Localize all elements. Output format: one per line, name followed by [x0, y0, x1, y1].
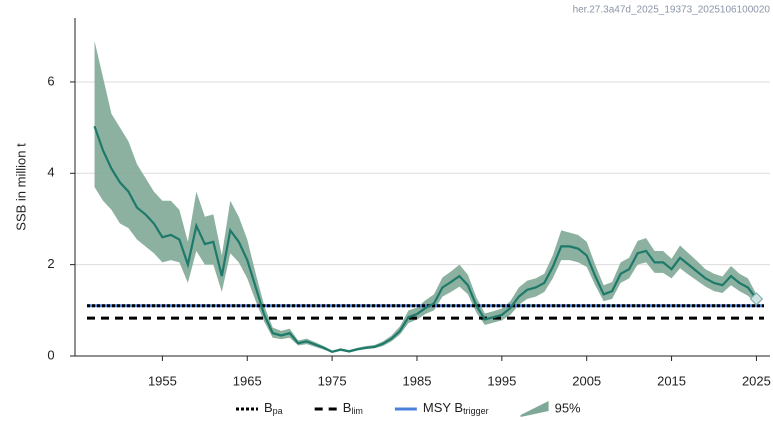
legend-label: MSY Btrigger [423, 400, 489, 416]
last-point [749, 292, 764, 306]
legend-label: Bpa [264, 400, 283, 416]
legend-label: Blim [343, 400, 363, 416]
x-tick-label: 1975 [318, 373, 347, 388]
x-tick-label: 1995 [487, 373, 516, 388]
legend-sub: lim [351, 406, 363, 416]
y-tick-label: 0 [47, 347, 54, 362]
x-tick-label: 2025 [742, 373, 771, 388]
x-tick-label: 1985 [403, 373, 432, 388]
y-axis-label: SSB in million t [13, 143, 28, 231]
legend-sub: pa [273, 406, 283, 416]
x-tick-label: 1965 [233, 373, 262, 388]
y-tick-label: 2 [47, 256, 54, 271]
legend-name: B [264, 400, 273, 415]
y-tick-label: 6 [47, 73, 54, 88]
legend-name: MSY B [423, 400, 463, 415]
legend-swatch [520, 401, 549, 417]
x-tick-label: 2015 [657, 373, 686, 388]
ssb-line [93, 125, 758, 354]
y-tick-label: 4 [47, 165, 54, 180]
confidence-band [94, 40, 757, 353]
legend-label: 95% [555, 400, 581, 415]
legend-sub: trigger [463, 406, 489, 416]
x-tick-label: 1955 [148, 373, 177, 388]
x-tick-label: 2005 [572, 373, 601, 388]
legend-name: B [343, 400, 352, 415]
chart-title: her.27.3a47d_2025_19373_2025106100020 [573, 5, 771, 16]
